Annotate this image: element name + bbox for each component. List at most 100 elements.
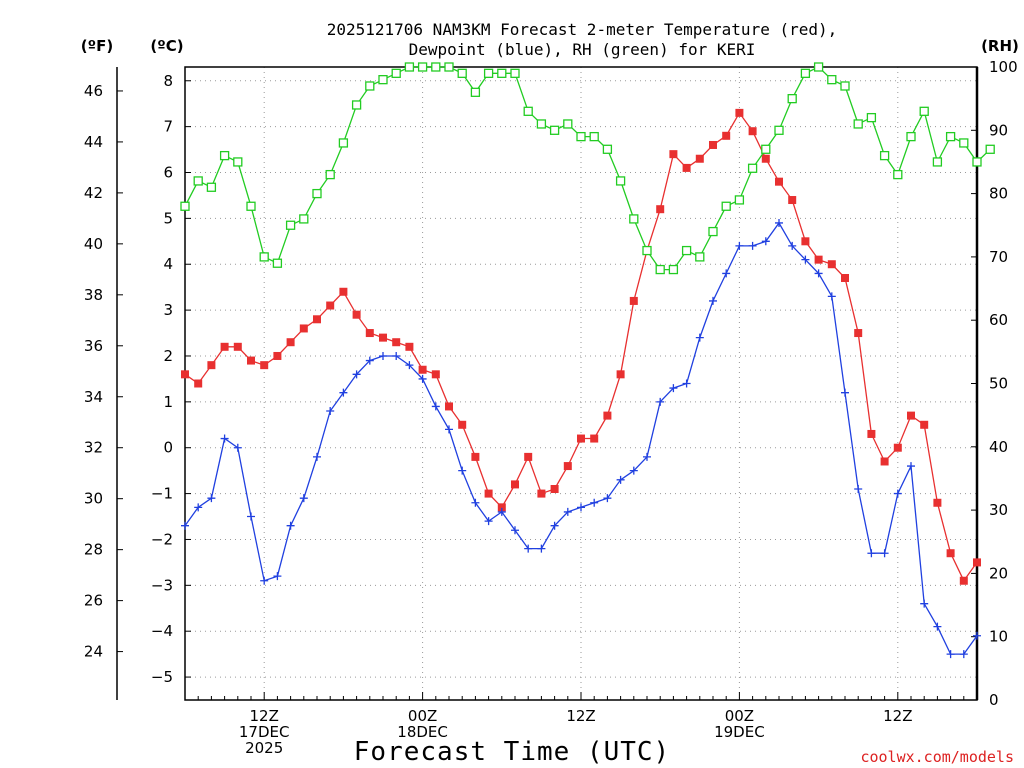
rh-point: [351, 100, 362, 110]
temp-point: [286, 338, 295, 347]
temp-point: [233, 342, 242, 351]
rh-point: [536, 119, 547, 129]
temp-point: [775, 177, 783, 186]
temp-point: [550, 485, 559, 493]
dewpoint-point: [194, 503, 203, 512]
dewpoint-point: [313, 452, 321, 461]
axes: 242628303234363840424446−5−4−3−2−1012345…: [84, 58, 1018, 757]
temp-point: [656, 205, 665, 214]
rh-point: [787, 94, 797, 104]
rh-point: [457, 68, 467, 78]
rh-point: [206, 182, 217, 192]
x-tick-label: 2025: [245, 739, 283, 757]
celsius-tick-label: 4: [163, 255, 173, 273]
dewpoint-point: [484, 517, 493, 526]
fahrenheit-tick-label: 28: [84, 541, 103, 559]
dewpoint-point: [326, 407, 335, 416]
celsius-tick-label: −3: [151, 576, 173, 594]
dewpoint-point: [775, 218, 783, 227]
dewpoint-point: [709, 296, 717, 305]
rh-unit-label: (RH): [981, 37, 1019, 55]
temp-point: [590, 434, 599, 443]
rh-point: [985, 144, 995, 154]
temp-point: [299, 324, 308, 333]
rh-point: [193, 176, 203, 186]
rh-point: [285, 220, 296, 230]
dewpoint-point: [854, 485, 863, 493]
temp-point: [814, 255, 823, 264]
dewpoint-point: [907, 462, 915, 471]
celsius-tick-label: 8: [163, 72, 173, 90]
rh-tick-label: 50: [989, 375, 1008, 393]
temp-point: [524, 452, 533, 461]
temp-point: [326, 301, 335, 310]
temp-point: [841, 274, 849, 282]
rh-point: [695, 252, 705, 262]
dewpoint-point: [946, 650, 955, 659]
dewpoint-point: [616, 475, 625, 484]
dewpoint-point: [365, 356, 374, 365]
rh-point: [549, 125, 560, 135]
temp-point: [577, 434, 585, 443]
temp-point: [273, 351, 282, 360]
temp-point: [181, 370, 189, 379]
fahrenheit-unit-label: (ºF): [81, 37, 113, 55]
temp-point: [907, 411, 915, 420]
temp-point: [880, 457, 889, 466]
dewpoint-point: [260, 576, 269, 585]
dewpoint-point: [339, 388, 348, 397]
rh-tick-label: 70: [989, 248, 1008, 266]
dewpoint-point: [933, 622, 942, 631]
temp-point: [629, 296, 638, 305]
x-tick-label: 18DEC: [397, 723, 448, 741]
temp-point: [392, 338, 401, 347]
temp-point: [431, 370, 440, 379]
rh-point: [827, 75, 837, 85]
rh-point: [642, 245, 652, 256]
rh-tick-label: 100: [989, 58, 1018, 76]
dewpoint-point: [656, 397, 665, 406]
celsius-tick-label: −4: [151, 622, 173, 640]
rh-tick-label: 80: [989, 185, 1008, 203]
celsius-tick-label: 1: [163, 393, 173, 411]
rh-point: [747, 163, 758, 173]
rh-tick-label: 0: [989, 691, 999, 709]
x-axis-title: Forecast Time (UTC): [354, 737, 670, 767]
dewpoint-point: [418, 374, 427, 383]
celsius-tick-label: −2: [151, 530, 173, 548]
rh-point: [655, 264, 665, 275]
rh-point: [444, 62, 454, 72]
data-series: [180, 62, 995, 659]
dewpoint-point: [867, 549, 876, 558]
rh-point: [219, 150, 230, 161]
dewpoint-point: [458, 466, 467, 475]
dewpoint-point: [524, 544, 533, 553]
dewpoint-point: [788, 241, 797, 250]
rh-point: [602, 144, 613, 154]
rh-point: [734, 195, 745, 205]
temp-point: [194, 379, 203, 388]
dewpoint-point: [590, 498, 599, 507]
rh-point: [180, 201, 190, 211]
rh-point: [365, 81, 375, 91]
fahrenheit-tick-label: 26: [84, 592, 103, 610]
rh-tick-label: 10: [989, 628, 1008, 646]
dewpoint-point: [841, 388, 849, 397]
dewpoint-point: [286, 521, 295, 530]
plot-frame: [184, 66, 978, 701]
temp-point: [458, 420, 467, 429]
dewpoint-point: [603, 494, 612, 503]
x-tick-label: 12Z: [250, 707, 279, 725]
fahrenheit-tick-label: 38: [84, 286, 103, 304]
dewpoint-point: [207, 494, 216, 503]
temp-point: [682, 163, 691, 172]
temp-point: [497, 503, 506, 512]
temp-series: [181, 108, 981, 585]
rh-point: [312, 188, 322, 199]
temp-point: [854, 329, 863, 338]
x-tick-label: 12Z: [566, 707, 595, 725]
temp-point: [563, 462, 572, 471]
temp-point: [748, 127, 757, 136]
rh-point: [391, 68, 401, 78]
dewpoint-point: [392, 351, 401, 360]
